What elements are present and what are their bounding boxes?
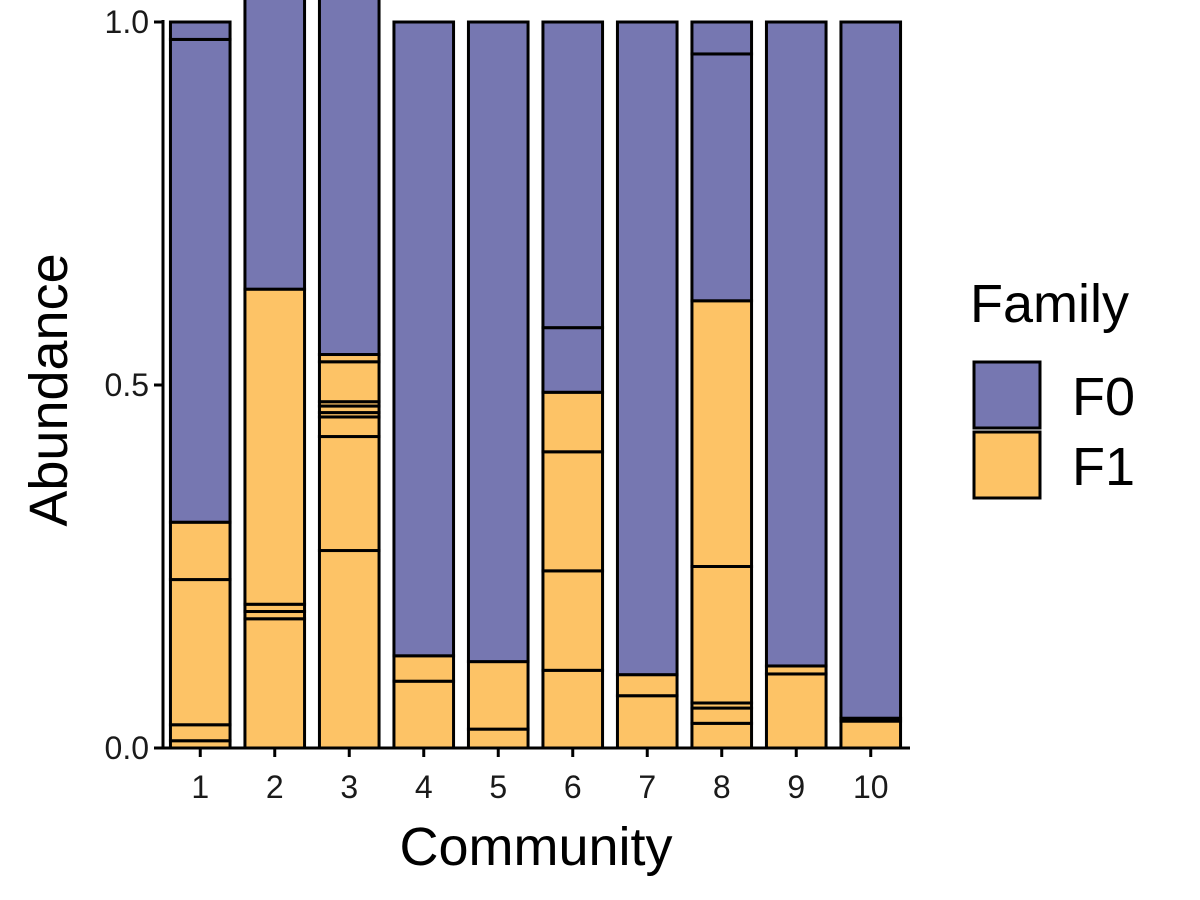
bar-segment-c10-f0-1: [839, 20, 903, 720]
bar-segment-c7-f0-1: [615, 20, 679, 677]
bar-segment-c4-f1-1: [392, 679, 456, 750]
bar-segment-c3-f1-1: [317, 549, 381, 750]
bar-segment-c3-f0-1: [317, 0, 381, 357]
legend-swatch-f1: [972, 430, 1042, 500]
bar-segment-c9-f0-1: [764, 20, 828, 668]
bar-segment-c3-f1-3: [317, 415, 381, 439]
bar-segment-c4-f1-2: [392, 654, 456, 683]
y-tick-label: 1.0: [105, 4, 149, 40]
x-axis-title: Community: [399, 817, 672, 877]
bar-segment-c8-f1-1: [690, 721, 754, 750]
bar-segment-c8-f1-2: [690, 706, 754, 725]
bar-segment-c6-f0-2: [541, 20, 605, 330]
x-tick-label: 2: [266, 769, 284, 805]
bar-segment-c10-f1-1: [839, 719, 903, 750]
bar-segment-c3-f1-7: [317, 360, 381, 404]
bar-segment-c2-f0-1: [243, 0, 307, 291]
x-tick-label: 5: [489, 769, 507, 805]
bar-segment-c1-f0-1: [168, 37, 232, 524]
bar-segment-c5-f0-1: [466, 20, 530, 664]
bar-segment-c1-f0-2: [168, 20, 232, 41]
bar-segment-c1-f1-4: [168, 520, 232, 582]
bar-segment-c4-f0-1: [392, 20, 456, 658]
legend-label-f1: F1: [1072, 437, 1135, 497]
bar-segment-c5-f1-1: [466, 727, 530, 750]
x-tick-label: 9: [787, 769, 805, 805]
bar-segment-c2-f1-4: [243, 287, 307, 606]
legend-title: Family: [970, 274, 1129, 334]
bar-segment-c8-f1-4: [690, 565, 754, 705]
x-tick-label: 8: [713, 769, 731, 805]
y-axis-title: Abundance: [19, 253, 79, 526]
y-tick-label: 0.5: [105, 367, 149, 403]
bars-layer: [168, 0, 903, 750]
legend-swatch-f0: [972, 360, 1042, 430]
bar-segment-c1-f1-3: [168, 578, 232, 727]
bar-segment-c9-f1-1: [764, 672, 828, 750]
legend-label-f0: F0: [1072, 367, 1135, 427]
x-tick-label: 6: [564, 769, 582, 805]
bar-segment-c6-f1-3: [541, 450, 605, 573]
x-tick-label: 7: [638, 769, 656, 805]
bar-segment-c8-f0-2: [690, 20, 754, 56]
bar-segment-c7-f1-2: [615, 673, 679, 698]
legend: Family F0 F1: [970, 274, 1135, 500]
bar-segment-c8-f0-1: [690, 52, 754, 303]
axes-layer: 0.0 0.5 1.0 1 2 3 4 5 6 7 8 9 10: [105, 4, 910, 805]
bar-segment-c8-f1-5: [690, 299, 754, 568]
bar-segment-c6-f0-1: [541, 326, 605, 394]
bar-segment-c2-f1-1: [243, 617, 307, 750]
bar-segment-c7-f1-1: [615, 694, 679, 750]
bar-segment-c3-f1-2: [317, 435, 381, 553]
bar-segment-c1-f1-2: [168, 723, 232, 743]
x-tick-label: 1: [191, 769, 209, 805]
y-tick-label: 0.0: [105, 730, 149, 766]
bar-segment-c5-f1-2: [466, 660, 530, 731]
x-tick-label: 4: [415, 769, 433, 805]
x-tick-label: 3: [340, 769, 358, 805]
bar-segment-c6-f1-2: [541, 569, 605, 672]
bar-segment-c6-f1-4: [541, 390, 605, 454]
x-tick-label: 10: [853, 769, 889, 805]
bar-segment-c6-f1-1: [541, 668, 605, 750]
